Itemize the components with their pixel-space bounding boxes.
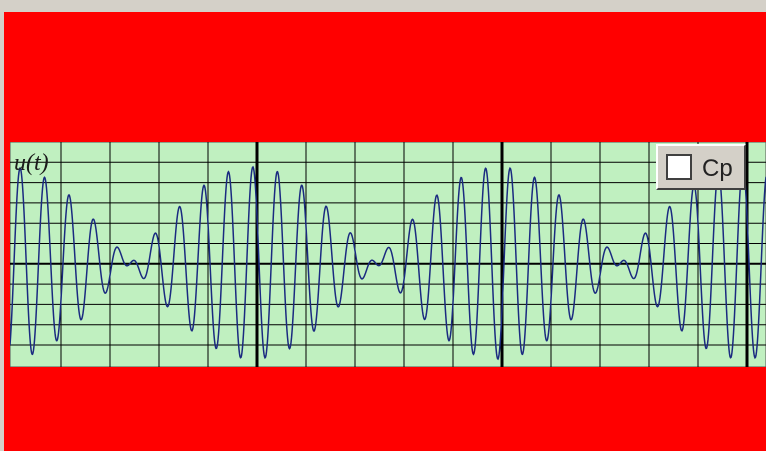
checkbox[interactable]: Cp	[656, 144, 746, 190]
plot	[10, 142, 766, 367]
waveform	[10, 165, 766, 361]
checkbox-box[interactable]	[666, 154, 692, 180]
plot-label: u(t)	[14, 150, 49, 176]
checkbox-label: Cp	[702, 155, 733, 182]
plot-background	[10, 142, 766, 367]
